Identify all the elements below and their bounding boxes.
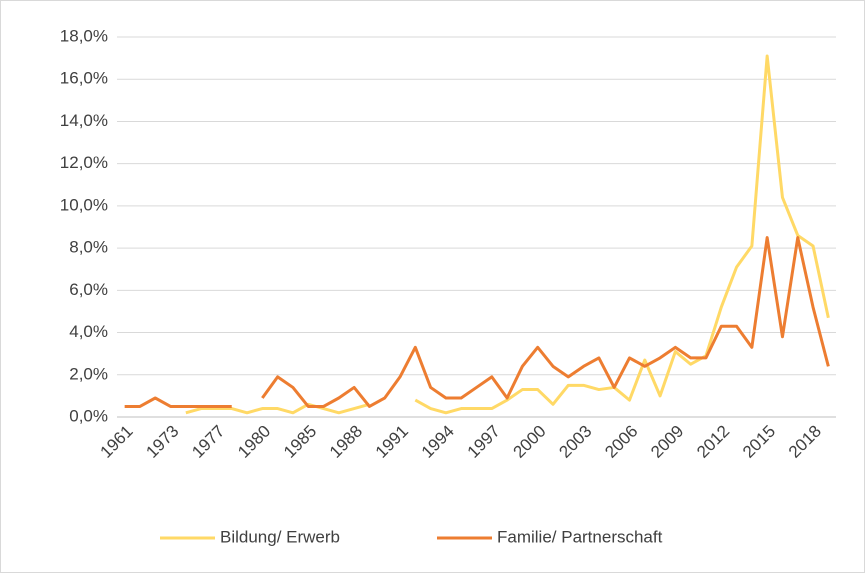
y-tick-label: 2,0%: [69, 364, 108, 383]
y-tick-label: 4,0%: [69, 322, 108, 341]
y-tick-label: 12,0%: [60, 153, 108, 172]
y-tick-label: 16,0%: [60, 69, 108, 88]
data-line: [185, 54, 830, 415]
y-tick-label: 14,0%: [60, 111, 108, 130]
y-tick-label: 8,0%: [69, 238, 108, 257]
y-tick-label: 0,0%: [69, 406, 108, 425]
y-tick-label: 18,0%: [60, 26, 108, 45]
data-line: [124, 236, 830, 408]
y-tick-label: 10,0%: [60, 195, 108, 214]
legend-label: Familie/ Partnerschaft: [497, 527, 663, 546]
y-tick-label: 6,0%: [69, 280, 108, 299]
legend-label: Bildung/ Erwerb: [220, 527, 340, 546]
